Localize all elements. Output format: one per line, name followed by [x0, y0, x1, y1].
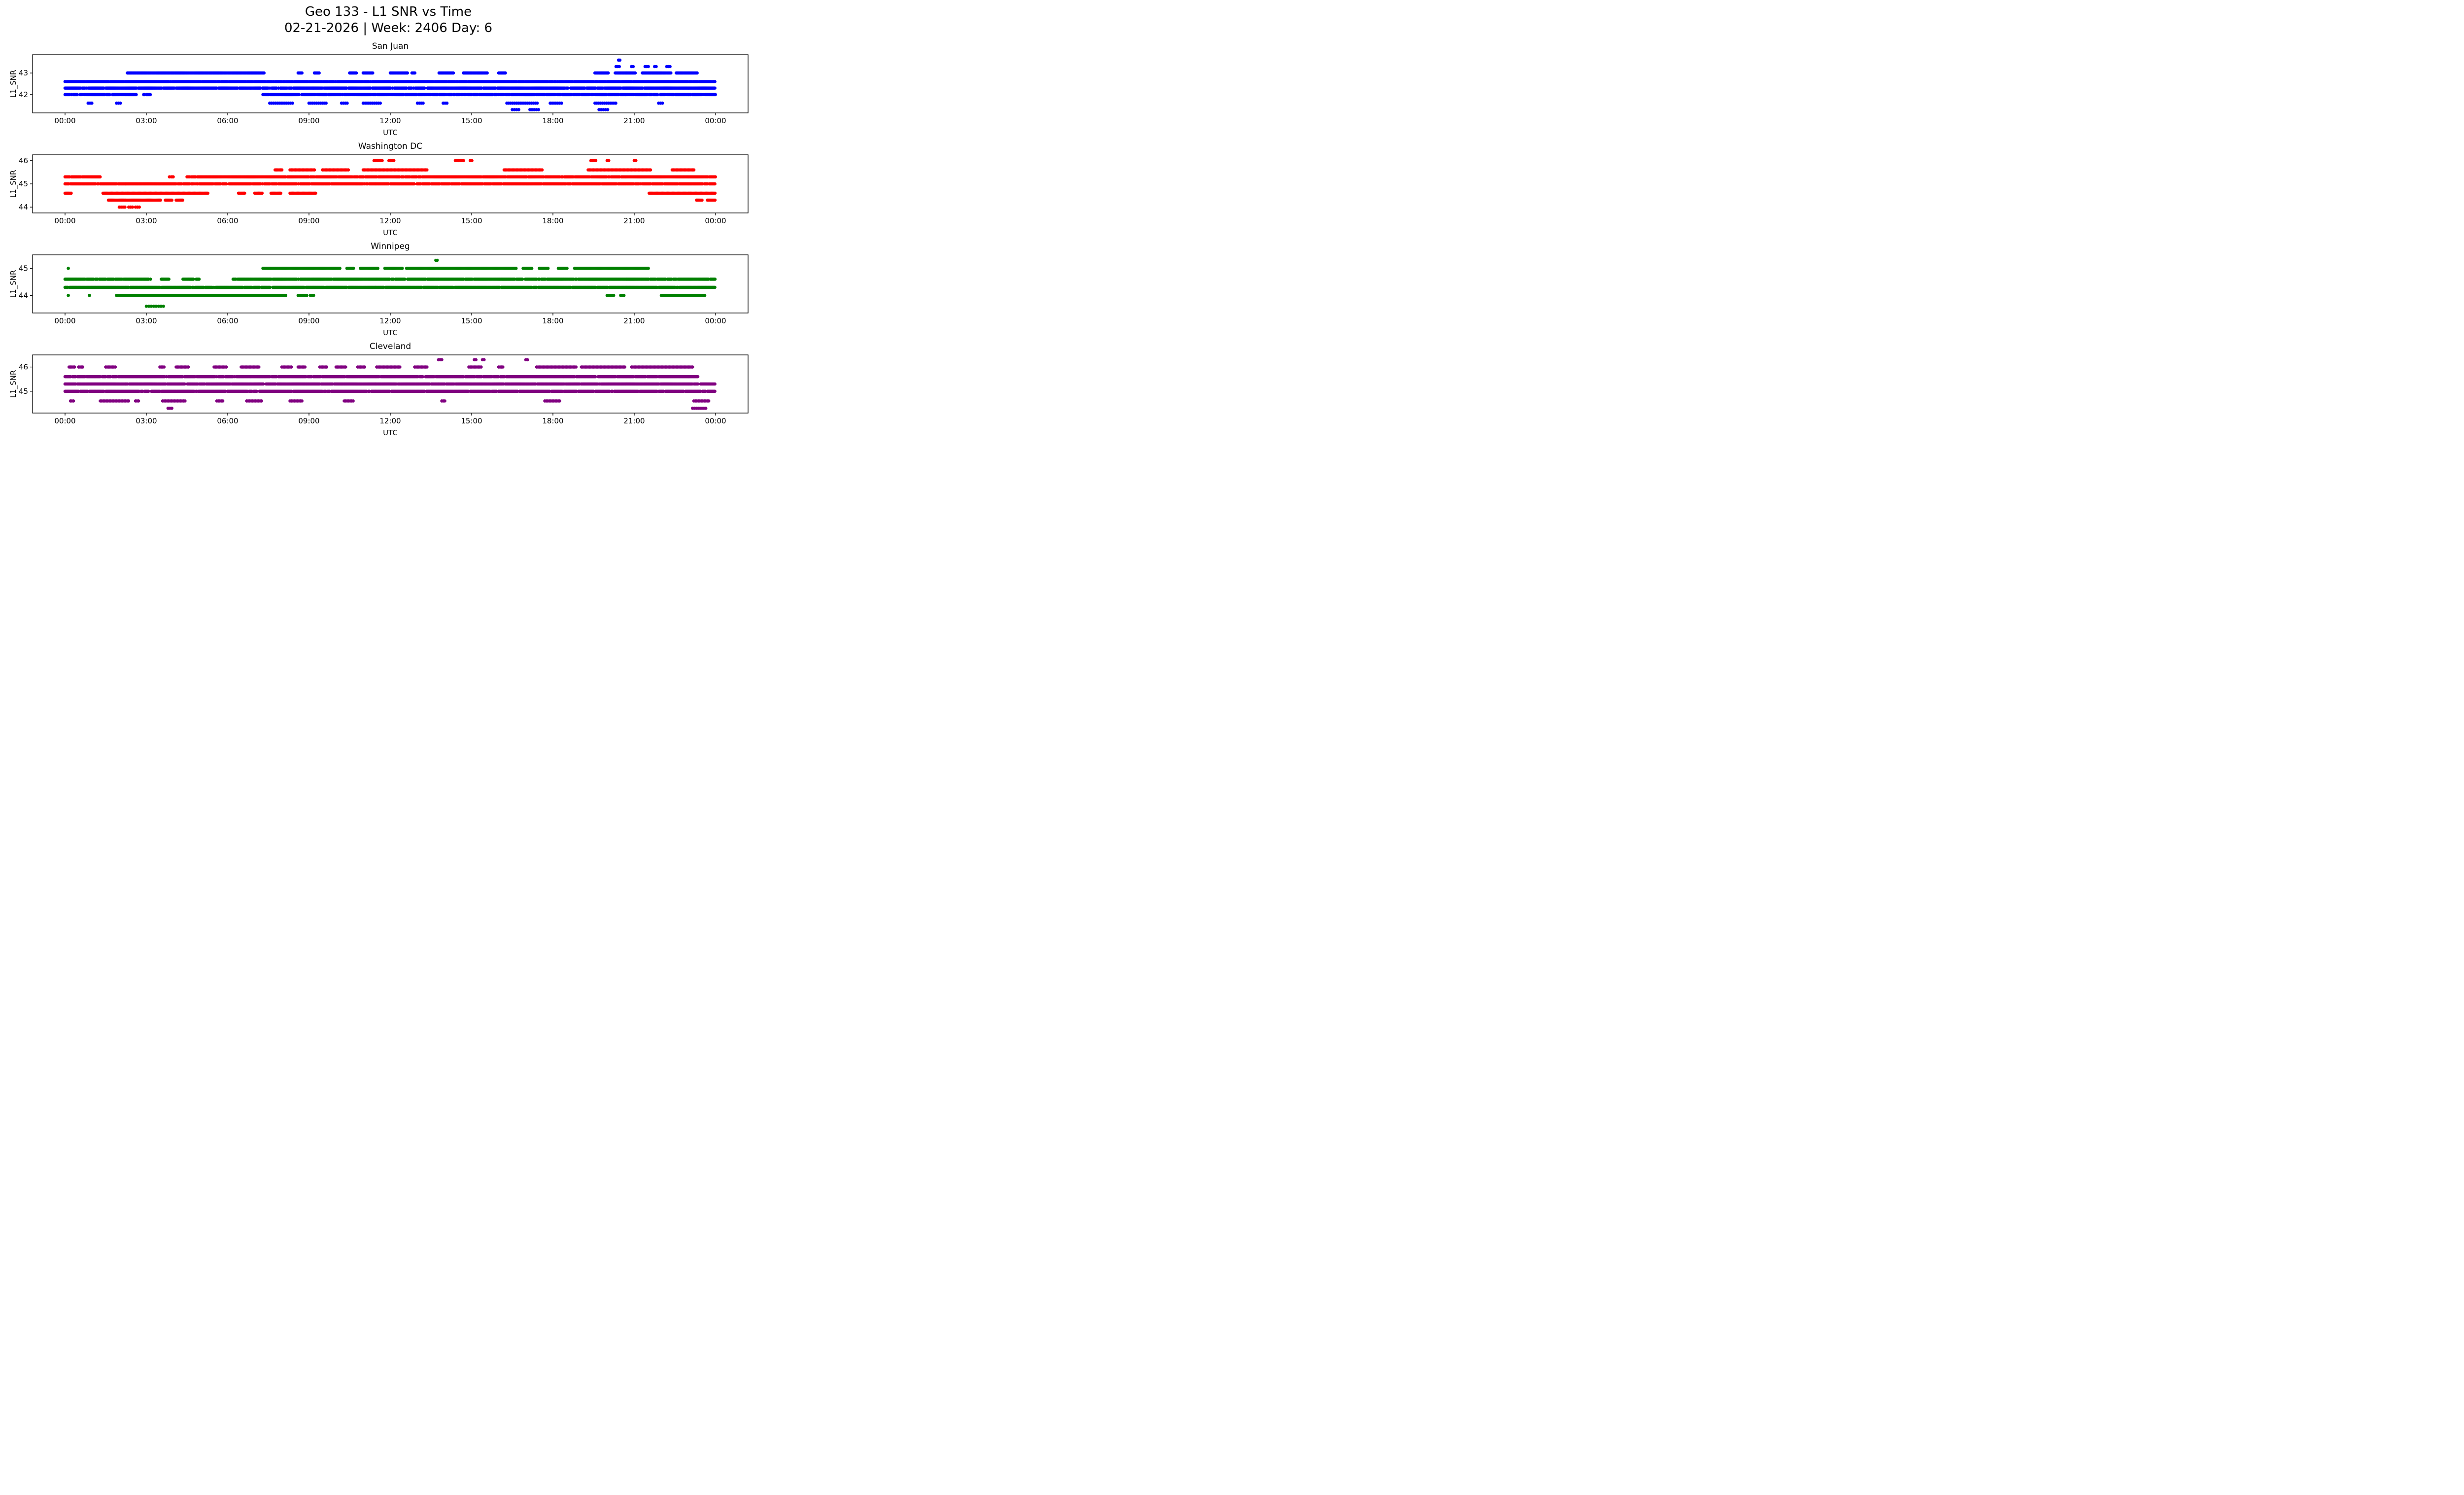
scatter-points — [63, 258, 717, 308]
x-axis-label: UTC — [383, 428, 398, 437]
x-tick-label: 12:00 — [379, 316, 401, 325]
y-tick-label: 44 — [19, 203, 28, 211]
scatter-plot-cleveland: 00:00 03:00 06:00 09:00 12:00 15:00 18:00 21:00… — [10, 354, 749, 425]
y-tick-label: 45 — [19, 386, 28, 395]
x-tick-label: 18:00 — [542, 216, 563, 225]
scatter-points — [63, 358, 717, 410]
figure-title: Geo 133 - L1 SNR vs Time 02-21-2026 | We… — [10, 4, 767, 37]
y-tick-label: 43 — [19, 69, 28, 77]
x-tick-label: 00:00 — [705, 417, 726, 425]
scatter-plot-san-juan: 00:00 03:00 06:00 09:00 12:00 15:00 18:00 21:00… — [10, 54, 749, 125]
y-axis-label: L1_SNR — [10, 370, 18, 398]
y-axis-label: L1_SNR — [10, 270, 18, 298]
x-tick-label: 06:00 — [217, 316, 238, 325]
x-tick-label: 00:00 — [54, 417, 75, 425]
y-axis-label: L1_SNR — [10, 170, 18, 198]
x-tick-label: 00:00 — [705, 316, 726, 325]
x-tick-label: 09:00 — [298, 417, 319, 425]
subplot-title: San Juan — [372, 41, 409, 51]
x-tick-label: 06:00 — [217, 116, 238, 125]
x-tick-label: 09:00 — [298, 216, 319, 225]
x-tick-label: 00:00 — [705, 216, 726, 225]
x-tick-label: 03:00 — [136, 216, 157, 225]
figure: Geo 133 - L1 SNR vs Time 02-21-2026 | We… — [0, 0, 772, 448]
y-tick-label: 46 — [19, 362, 28, 371]
x-tick-label: 21:00 — [623, 116, 645, 125]
subplot-san-juan: San Juan 00:00 03:00 06:00 09:00 12:00 15:00 1… — [10, 41, 767, 137]
x-tick-label: 09:00 — [298, 116, 319, 125]
title-line-2: 02-21-2026 | Week: 2406 Day: 6 — [284, 21, 493, 36]
x-tick-label: 12:00 — [379, 116, 401, 125]
subplot-title: Washington DC — [358, 141, 423, 151]
y-tick-label: 44 — [19, 291, 28, 300]
x-tick-label: 00:00 — [54, 216, 75, 225]
x-tick-label: 21:00 — [623, 216, 645, 225]
x-tick-label: 15:00 — [461, 316, 482, 325]
plot-box — [32, 254, 749, 313]
x-axis-label: UTC — [383, 128, 398, 137]
x-tick-label: 21:00 — [623, 316, 645, 325]
subplot-title: Cleveland — [369, 341, 411, 351]
x-tick-label: 18:00 — [542, 116, 563, 125]
x-tick-label: 06:00 — [217, 216, 238, 225]
x-tick-label: 15:00 — [461, 116, 482, 125]
x-axis-label: UTC — [383, 228, 398, 237]
subplot-winnipeg: Winnipeg 00:00 03:00 06:00 09:00 12:00 15:00 1… — [10, 242, 767, 337]
subplot-cleveland: Cleveland 00:00 03:00 06:00 09:00 12:00 15:00… — [10, 342, 767, 437]
title-line-1: Geo 133 - L1 SNR vs Time — [305, 4, 472, 19]
y-tick-label: 46 — [19, 156, 28, 165]
x-tick-label: 00:00 — [54, 316, 75, 325]
y-tick-label: 42 — [19, 90, 28, 99]
scatter-points — [63, 159, 717, 209]
x-tick-label: 06:00 — [217, 417, 238, 425]
subplot-washington-dc: Washington DC 00:00 03:00 06:00 09:00 12:00 1… — [10, 141, 767, 237]
x-axis-label: UTC — [383, 328, 398, 337]
x-tick-label: 21:00 — [623, 417, 645, 425]
x-tick-label: 15:00 — [461, 417, 482, 425]
plot-box — [32, 54, 749, 113]
x-tick-label: 18:00 — [542, 417, 563, 425]
y-tick-label: 45 — [19, 264, 28, 273]
x-tick-label: 18:00 — [542, 316, 563, 325]
y-axis-label: L1_SNR — [10, 70, 18, 98]
y-tick-label: 45 — [19, 179, 28, 188]
x-tick-label: 09:00 — [298, 316, 319, 325]
x-tick-label: 00:00 — [54, 116, 75, 125]
scatter-plot-washington-dc: 00:00 03:00 06:00 09:00 12:00 15:00 18:00 21:00… — [10, 154, 749, 225]
x-tick-label: 12:00 — [379, 216, 401, 225]
x-tick-label: 03:00 — [136, 316, 157, 325]
x-tick-label: 12:00 — [379, 417, 401, 425]
subplot-title: Winnipeg — [371, 241, 410, 251]
scatter-points — [63, 58, 717, 111]
x-tick-label: 03:00 — [136, 116, 157, 125]
x-tick-label: 15:00 — [461, 216, 482, 225]
x-tick-label: 03:00 — [136, 417, 157, 425]
x-tick-label: 00:00 — [705, 116, 726, 125]
scatter-plot-winnipeg: 00:00 03:00 06:00 09:00 12:00 15:00 18:00 21:00… — [10, 254, 749, 325]
